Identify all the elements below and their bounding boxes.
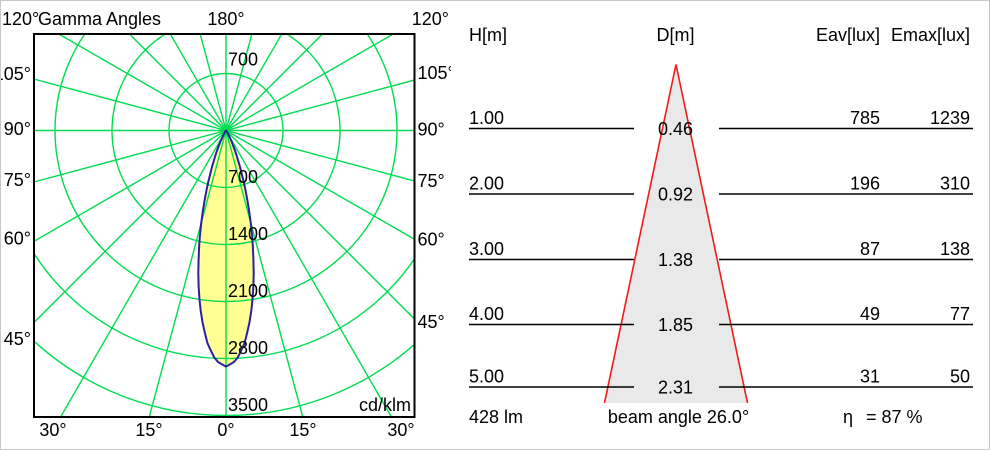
emax-value: 138 bbox=[940, 239, 970, 259]
diameter-value: 0.46 bbox=[658, 119, 693, 139]
eav-value: 31 bbox=[860, 367, 880, 387]
polar-grid-ray bbox=[225, 129, 415, 241]
polar-grid-ray bbox=[225, 79, 415, 132]
gamma-angle-label-left: 60° bbox=[4, 229, 31, 249]
table-row: 5.00 2.31 31 50 bbox=[469, 367, 973, 398]
table-row: 3.00 1.38 87 138 bbox=[469, 239, 973, 270]
diameter-value: 1.85 bbox=[658, 315, 693, 335]
gamma-angle-label-left: 90° bbox=[4, 119, 31, 139]
eav-value: 87 bbox=[860, 239, 880, 259]
gamma-angle-label-left: 105° bbox=[1, 64, 31, 84]
efficiency-value: = 87 % bbox=[866, 407, 923, 427]
gamma-angle-label-right: 45° bbox=[418, 312, 445, 332]
polar-grid-ray bbox=[225, 34, 283, 131]
diameter-value: 0.92 bbox=[658, 185, 693, 205]
beam-angle-label: beam angle 26.0° bbox=[608, 407, 749, 427]
ring-value-label: 1400 bbox=[228, 224, 268, 244]
polar-corner-angle-right: 120° bbox=[412, 9, 449, 29]
polar-grid-ray bbox=[148, 130, 227, 417]
polar-title: Gamma Angles bbox=[38, 9, 161, 29]
ring-value-label: 2100 bbox=[228, 281, 268, 301]
polar-grid-ray bbox=[34, 130, 227, 324]
polar-unit-label: cd/klm bbox=[359, 395, 411, 415]
polar-grid-ray bbox=[225, 34, 253, 131]
beam-cone-table: 1.00 0.46 785 1239 2.00 0.92 196 310 3.00 1.38 87 1… bbox=[469, 25, 973, 427]
polar-grid-ring bbox=[34, 340, 415, 417]
col-header-height: H[m] bbox=[469, 25, 507, 45]
polar-frame bbox=[33, 33, 416, 418]
height-value: 5.00 bbox=[469, 367, 504, 387]
table-row: 4.00 1.85 49 77 bbox=[469, 304, 973, 335]
gamma-angle-label-bottom: 30° bbox=[387, 420, 414, 440]
polar-grid-ray bbox=[34, 129, 227, 183]
polar-grid-ray bbox=[225, 34, 395, 132]
efficiency-eta-symbol: η bbox=[843, 407, 853, 427]
gamma-angle-label-bottom: 15° bbox=[289, 420, 316, 440]
polar-grid-ray bbox=[169, 34, 227, 131]
col-header-emax: Emax[lux] bbox=[891, 25, 970, 45]
polar-grid-ring bbox=[168, 72, 284, 189]
ring-value-label: 700 bbox=[228, 167, 258, 187]
height-value: 3.00 bbox=[469, 239, 504, 259]
eav-value: 785 bbox=[850, 108, 880, 128]
polar-grid-ray bbox=[59, 130, 227, 417]
gamma-angle-label-bottom: 30° bbox=[39, 420, 66, 440]
table-row: 1.00 0.46 785 1239 bbox=[469, 108, 973, 139]
emax-value: 310 bbox=[940, 174, 970, 194]
polar-grid-ring bbox=[111, 34, 341, 246]
gamma-angle-label-right: 90° bbox=[418, 120, 445, 140]
polar-grid-ray bbox=[225, 130, 393, 417]
polar-diagram: 700 1400 2100 2800 3500 700 105° 105° 90° 90° 75° 7… bbox=[1, 9, 452, 440]
polar-grid-ray bbox=[225, 130, 304, 417]
emax-value: 77 bbox=[950, 304, 970, 324]
polar-grid-ray bbox=[225, 34, 324, 131]
polar-grid-ray bbox=[57, 34, 227, 132]
polar-grid-ring bbox=[54, 34, 398, 303]
gamma-angle-label-left: 75° bbox=[4, 170, 31, 190]
polar-grid-ray bbox=[199, 34, 227, 131]
beam-cone-edge-right bbox=[675, 64, 749, 404]
diameter-value: 1.38 bbox=[658, 250, 693, 270]
polar-top-angle: 180° bbox=[207, 9, 244, 29]
polar-corner-angle-left: 120° bbox=[2, 9, 39, 29]
height-value: 4.00 bbox=[469, 304, 504, 324]
polar-grid-ring bbox=[34, 252, 415, 360]
beam-cone-fill bbox=[604, 64, 748, 403]
polar-grid-ray bbox=[128, 34, 227, 131]
ring-value-label: 2800 bbox=[228, 338, 268, 358]
gamma-angle-label-right: 75° bbox=[418, 171, 445, 191]
gamma-angle-label-left: 45° bbox=[4, 329, 31, 349]
polar-grid-ray bbox=[34, 78, 227, 132]
polar-grid-ray bbox=[34, 129, 227, 243]
ring-value-label-above: 700 bbox=[228, 50, 258, 70]
beam-cone-edge-left bbox=[603, 64, 677, 404]
eav-value: 196 bbox=[850, 174, 880, 194]
polar-grid-ray bbox=[225, 130, 415, 320]
luminous-flux-label: 428 lm bbox=[469, 407, 523, 427]
gamma-angle-label-bottom: 15° bbox=[135, 420, 162, 440]
eav-value: 49 bbox=[860, 304, 880, 324]
diameter-value: 2.31 bbox=[658, 378, 693, 398]
height-value: 2.00 bbox=[469, 174, 504, 194]
gamma-angle-label-bottom: 0° bbox=[217, 420, 234, 440]
polar-grid-ray bbox=[225, 129, 415, 182]
height-value: 1.00 bbox=[469, 108, 504, 128]
ring-value-label: 3500 bbox=[228, 395, 268, 415]
polar-grid bbox=[34, 34, 415, 417]
emax-value: 1239 bbox=[930, 108, 970, 128]
intensity-lobe-outline bbox=[197, 129, 255, 368]
col-header-diameter: D[m] bbox=[657, 25, 695, 45]
col-header-eav: Eav[lux] bbox=[816, 25, 880, 45]
gamma-angle-label-right: 60° bbox=[418, 230, 445, 250]
gamma-angle-label-right: 105° bbox=[418, 63, 452, 83]
emax-value: 50 bbox=[950, 367, 970, 387]
table-row: 2.00 0.92 196 310 bbox=[469, 174, 973, 205]
